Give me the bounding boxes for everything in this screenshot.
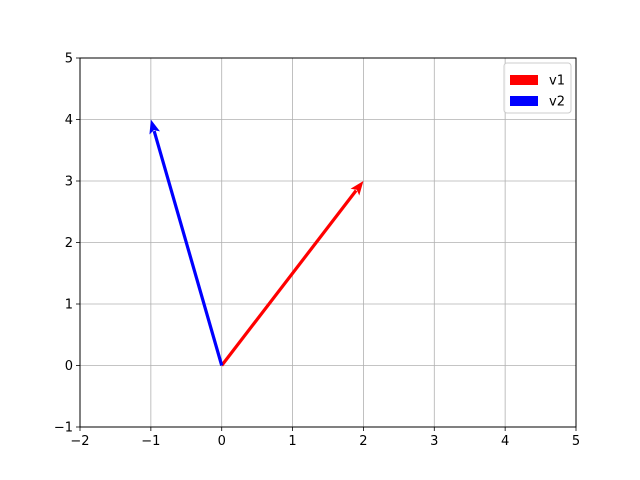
vector-v1-head: [350, 181, 364, 196]
x-tick-label: 4: [501, 434, 509, 449]
y-tick-label: 1: [65, 298, 73, 313]
legend-swatch-v2: [510, 96, 538, 106]
legend-swatch-v1: [510, 75, 538, 85]
y-tick-label: 2: [65, 236, 73, 251]
vector-v2-head: [149, 119, 161, 135]
x-tick-label: 1: [288, 434, 296, 449]
vectors: [149, 119, 364, 367]
y-tick-label: 0: [65, 359, 73, 374]
y-tick-label: 5: [65, 52, 73, 67]
x-tick-label: 0: [218, 434, 226, 449]
vector-v1-shaft: [220, 189, 358, 367]
x-tick-label: 2: [359, 434, 367, 449]
x-tick-label: 3: [430, 434, 438, 449]
legend-label-v1: v1: [549, 74, 565, 89]
y-tick-label: −1: [54, 421, 73, 436]
y-tick-label: 3: [65, 175, 73, 190]
vector-v2-shaft: [152, 130, 224, 366]
x-tick-label: −2: [70, 434, 89, 449]
x-tick-label: 5: [572, 434, 580, 449]
legend-label-v2: v2: [549, 95, 565, 110]
x-tick-label: −1: [141, 434, 160, 449]
y-tick-label: 4: [65, 113, 73, 128]
